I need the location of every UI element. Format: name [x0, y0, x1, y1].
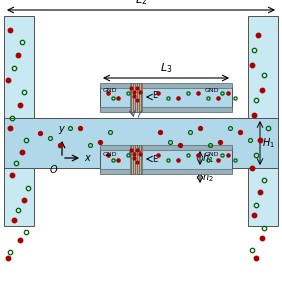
Text: GND: GND [103, 89, 118, 94]
Bar [4, 16, 34, 226]
Text: E: E [152, 91, 157, 100]
Bar [100, 83, 232, 88]
Bar [130, 83, 142, 112]
Text: GND: GND [103, 153, 118, 158]
Bar [100, 107, 232, 112]
Bar [100, 145, 232, 150]
Text: $H_1$: $H_1$ [262, 136, 275, 150]
Text: $L_3$: $L_3$ [160, 61, 172, 75]
Bar [130, 145, 142, 174]
Bar [100, 148, 232, 172]
Bar [100, 86, 232, 110]
Text: $y$: $y$ [58, 124, 66, 136]
Bar [100, 169, 232, 174]
Text: $L_2$: $L_2$ [135, 0, 147, 7]
Text: $x$: $x$ [84, 153, 92, 163]
Bar [4, 118, 278, 168]
Bar [248, 16, 278, 226]
Text: E: E [152, 155, 157, 164]
Text: $h_2$: $h_2$ [202, 171, 214, 184]
Text: GND: GND [205, 89, 219, 94]
Text: $O$: $O$ [49, 163, 58, 175]
Text: GND: GND [205, 153, 219, 158]
Text: $h_1$: $h_1$ [202, 151, 214, 165]
